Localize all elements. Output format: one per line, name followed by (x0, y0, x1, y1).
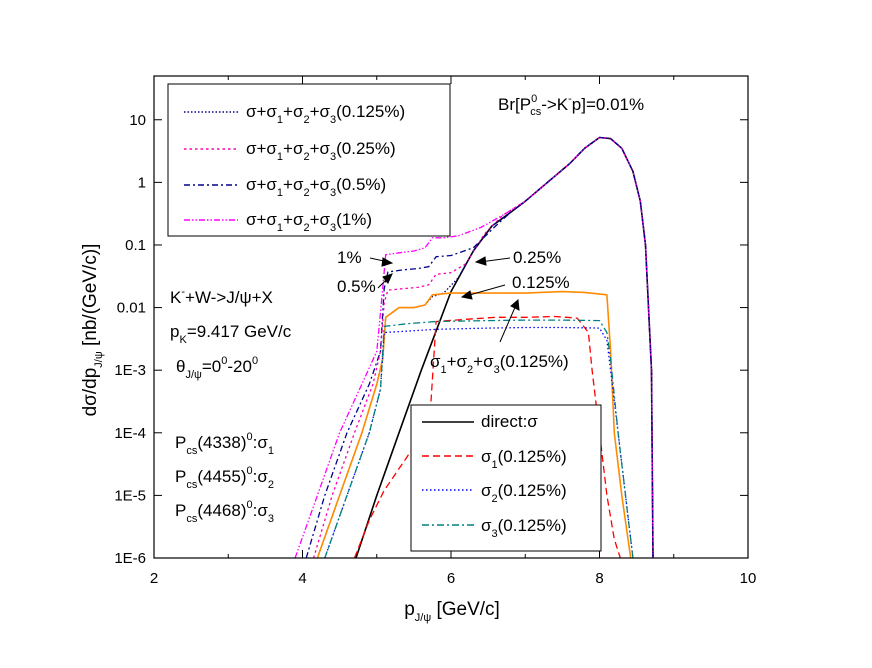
y-tick-label-3: 1E-3 (114, 362, 146, 379)
reaction-label: K-+W->J/ψ+X (170, 286, 273, 307)
state-label-4455: Pcs(4455)0:σ2 (175, 465, 274, 491)
y-tick-label-1: 1E-5 (114, 487, 146, 504)
y-tick-label-0: 1E-6 (114, 550, 146, 567)
series-line-7 (324, 326, 634, 558)
annotation-1pct: 1% (337, 248, 362, 267)
y-axis-label: dσ/dpJ/ψ [nb/(GeV/c)] (80, 244, 105, 417)
annotation-025pct: 0.25% (513, 248, 561, 267)
series-line-4 (316, 136, 654, 558)
state-label-4468: Pcs(4468)0:σ3 (175, 499, 274, 525)
y-tick-label-4: 0.01 (117, 300, 146, 317)
series-line-5 (316, 290, 632, 558)
arrow-sum123 (499, 304, 517, 343)
arrowhead-025pct (474, 256, 487, 266)
x-tick-label-4: 10 (740, 570, 757, 587)
x-tick-label-2: 6 (447, 570, 455, 587)
annotation-sum123: σ1+σ2+σ3(0.125%) (430, 352, 569, 376)
branching-label: Br[P0 cs->K-p]=0.01% (498, 93, 644, 118)
angle-label: θJ/ψ=00-200 (176, 355, 258, 381)
y-tick-label-7: 10 (129, 112, 146, 129)
state-label-4338: Pcs(4338)0:σ1 (175, 431, 274, 457)
x-axis-label: pJ/ψ [GeV/c] (404, 599, 500, 624)
legend-top-label-2: σ+σ1+σ2+σ3(0.5%) (246, 175, 386, 199)
arrow-0125pct (465, 284, 506, 297)
legend-bottom: direct:σ σ1(0.125%) σ2(0.125%) σ3(0.125%… (410, 404, 602, 552)
legend-bottom-label-0: direct:σ (481, 412, 538, 431)
y-tick-label-2: 1E-4 (114, 425, 146, 442)
plot-frame (153, 75, 749, 559)
x-tick-label-0: 2 (150, 570, 158, 587)
legend-top-box (167, 83, 451, 237)
annotation-0125pct: 0.125% (512, 273, 570, 292)
x-tick-label-3: 8 (595, 570, 603, 587)
annotation-arrows (369, 256, 520, 343)
arrowhead-0125pct (460, 290, 473, 300)
arrowhead-1pct (381, 257, 394, 267)
arrowhead-sum123 (510, 298, 520, 311)
y-tick-label-6: 1 (138, 174, 146, 191)
annotation-05pct: 0.5% (337, 277, 376, 296)
legend-bottom-box (410, 404, 602, 552)
legend-top: σ+σ1+σ2+σ3(0.125%) σ+σ1+σ2+σ3(0.25%) σ+σ… (167, 83, 451, 237)
y-tick-label-5: 0.1 (125, 237, 146, 254)
momentum-label: pK=9.417 GeV/c (170, 322, 292, 346)
arrowhead-05pct (382, 273, 393, 284)
x-tick-label-1: 4 (298, 570, 306, 587)
tick-labels: 2 4 6 8 10 1E-6 1E-5 1E-4 1E-3 0.01 0.1 1 10 (114, 112, 756, 587)
series-line-8 (324, 319, 634, 558)
